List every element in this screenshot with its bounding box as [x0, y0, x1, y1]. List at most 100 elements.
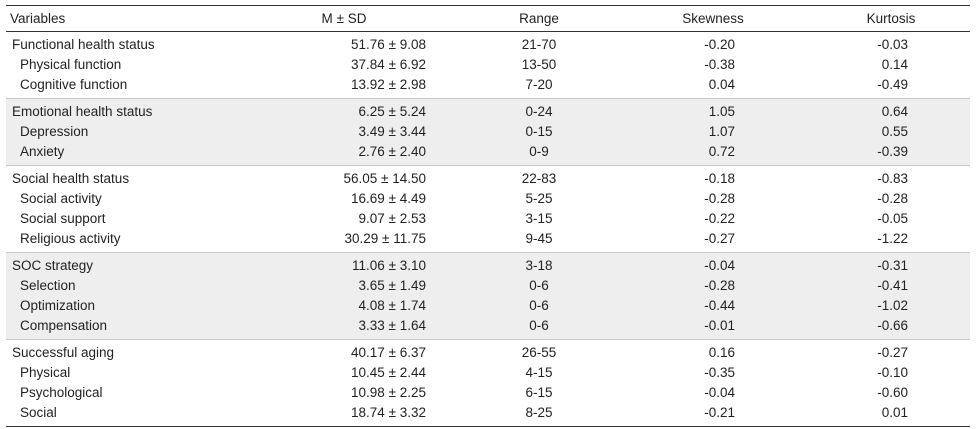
cell-range: 0-24 [464, 98, 614, 122]
cell-mean-sd: 3.33 ± 1.64 [224, 316, 464, 340]
cell-variable: Depression [6, 122, 224, 142]
table-row-subitem: Optimization 4.08 ± 1.74 0-6 -0.44 -1.02 [6, 296, 970, 316]
table-row-subitem: Cognitive function 13.92 ± 2.98 7-20 0.04 -0… [6, 75, 970, 99]
cell-mean-sd: 40.17 ± 6.37 [224, 339, 464, 363]
cell-mean-sd: 11.06 ± 3.10 [224, 252, 464, 276]
cell-skewness: -0.04 [614, 252, 812, 276]
cell-skewness: 0.16 [614, 339, 812, 363]
cell-mean-sd: 13.92 ± 2.98 [351, 77, 426, 92]
cell-mean-sd: 16.69 ± 4.49 [351, 191, 426, 206]
cell-skewness: -0.28 [614, 276, 812, 296]
cell-range: 6-15 [525, 385, 553, 400]
cell-kurtosis: -0.66 [812, 316, 970, 340]
cell-kurtosis: 0.55 [812, 122, 970, 142]
table-group: Successful aging 40.17 ± 6.37 26-55 0.16 -0.… [6, 339, 970, 427]
cell-skewness: -0.01 [614, 316, 812, 340]
cell-mean-sd: 37.84 ± 6.92 [351, 57, 426, 72]
cell-range: 13-50 [521, 57, 557, 72]
table-row-subitem: Anxiety 2.76 ± 2.40 0-9 0.72 -0.39 [6, 142, 970, 166]
cell-skewness: 0.04 [708, 77, 735, 92]
cell-variable: Physical [20, 365, 71, 380]
cell-kurtosis: -0.05 [877, 211, 908, 226]
cell-mean-sd: 10.98 ± 2.25 [351, 385, 426, 400]
header-variables: Variables [6, 5, 224, 32]
cell-mean-sd: 56.05 ± 14.50 [224, 165, 464, 189]
cell-mean-sd: 51.76 ± 9.08 [351, 37, 426, 52]
cell-range: 3-15 [525, 211, 553, 226]
cell-skewness: 1.07 [614, 122, 812, 142]
cell-mean-sd: 2.76 ± 2.40 [224, 142, 464, 166]
cell-range: 0-15 [464, 122, 614, 142]
cell-range: 7-20 [525, 77, 553, 92]
table-group: Functional health status 51.76 ± 9.08 21-7… [6, 32, 970, 99]
cell-skewness: -0.38 [704, 57, 735, 72]
table-group: SOC strategy 11.06 ± 3.10 3-18 -0.04 -0.31 Se… [6, 252, 970, 340]
cell-variable: Selection [6, 276, 224, 296]
cell-variable: Religious activity [20, 231, 121, 246]
cell-kurtosis: 0.64 [812, 98, 970, 122]
cell-variable: Cognitive function [20, 77, 128, 92]
cell-kurtosis: -0.60 [877, 385, 908, 400]
table-row-category: Emotional health status 6.25 ± 5.24 0-24 1.… [6, 98, 970, 122]
table-row-subitem: Social 18.74 ± 3.32 8-25 -0.21 0.01 [6, 403, 970, 427]
cell-variable: Physical function [20, 57, 122, 72]
cell-mean-sd: 3.49 ± 3.44 [224, 122, 464, 142]
cell-range: 8-25 [464, 403, 614, 427]
table-row-subitem: Physical function 37.84 ± 6.92 13-50 -0.38 0… [6, 55, 970, 75]
table-row-category: Functional health status 51.76 ± 9.08 21-7… [6, 32, 970, 56]
cell-range: 22-83 [464, 165, 614, 189]
cell-range: 3-18 [464, 252, 614, 276]
cell-skewness: 1.05 [614, 98, 812, 122]
cell-variable: Psychological [20, 385, 103, 400]
cell-skewness: -0.44 [614, 296, 812, 316]
cell-mean-sd: 10.45 ± 2.44 [351, 365, 426, 380]
cell-skewness: -0.21 [614, 403, 812, 427]
header-msd: M ± SD [224, 5, 464, 32]
cell-skewness: -0.22 [704, 211, 735, 226]
cell-range: 0-6 [464, 296, 614, 316]
table-row-category: SOC strategy 11.06 ± 3.10 3-18 -0.04 -0.31 [6, 252, 970, 276]
table-row-subitem: Social support 9.07 ± 2.53 3-15 -0.22 -0.05 [6, 209, 970, 229]
cell-skewness: 0.72 [614, 142, 812, 166]
cell-range: 0-6 [464, 276, 614, 296]
table-group: Social health status 56.05 ± 14.50 22-83 -0… [6, 165, 970, 253]
cell-kurtosis: -0.41 [812, 276, 970, 296]
table-row-subitem: Compensation 3.33 ± 1.64 0-6 -0.01 -0.66 [6, 316, 970, 340]
cell-mean-sd: 6.25 ± 5.24 [224, 98, 464, 122]
cell-skewness: -0.04 [704, 385, 735, 400]
cell-range: 0-6 [464, 316, 614, 340]
table-header: Variables M ± SD Range Skewness Kurtosis [6, 5, 970, 32]
descriptive-statistics-table: Variables M ± SD Range Skewness Kurtosis… [6, 5, 970, 427]
header-row: Variables M ± SD Range Skewness Kurtosis [6, 5, 970, 32]
cell-variable: Compensation [6, 316, 224, 340]
cell-kurtosis: -1.02 [812, 296, 970, 316]
cell-range: 26-55 [464, 339, 614, 363]
cell-variable: Functional health status [12, 37, 155, 52]
cell-range: 4-15 [525, 365, 553, 380]
cell-skewness: -0.27 [704, 231, 735, 246]
cell-kurtosis: -0.28 [877, 191, 908, 206]
cell-skewness: -0.20 [704, 37, 735, 52]
table-row-subitem: Depression 3.49 ± 3.44 0-15 1.07 0.55 [6, 122, 970, 142]
cell-skewness: -0.28 [704, 191, 735, 206]
cell-kurtosis: 0.14 [881, 57, 908, 72]
table-row-subitem: Selection 3.65 ± 1.49 0-6 -0.28 -0.41 [6, 276, 970, 296]
table-row-category: Social health status 56.05 ± 14.50 22-83 -0… [6, 165, 970, 189]
table-row-subitem: Social activity 16.69 ± 4.49 5-25 -0.28 -0.2… [6, 189, 970, 209]
cell-mean-sd: 30.29 ± 11.75 [344, 231, 426, 246]
cell-variable: Social support [20, 211, 106, 226]
cell-variable: Social [6, 403, 224, 427]
cell-range: 21-70 [521, 37, 557, 52]
statistics-table-container: Variables M ± SD Range Skewness Kurtosis… [6, 5, 970, 427]
cell-kurtosis: -0.27 [812, 339, 970, 363]
cell-kurtosis: -0.03 [877, 37, 908, 52]
cell-skewness: -0.18 [614, 165, 812, 189]
table-row-subitem: Physical 10.45 ± 2.44 4-15 -0.35 -0.10 [6, 363, 970, 383]
cell-skewness: -0.35 [704, 365, 735, 380]
cell-variable: SOC strategy [6, 252, 224, 276]
cell-range: 0-9 [464, 142, 614, 166]
header-range: Range [464, 5, 614, 32]
cell-variable: Social activity [20, 191, 102, 206]
cell-kurtosis: -0.10 [877, 365, 908, 380]
cell-kurtosis: 0.01 [812, 403, 970, 427]
